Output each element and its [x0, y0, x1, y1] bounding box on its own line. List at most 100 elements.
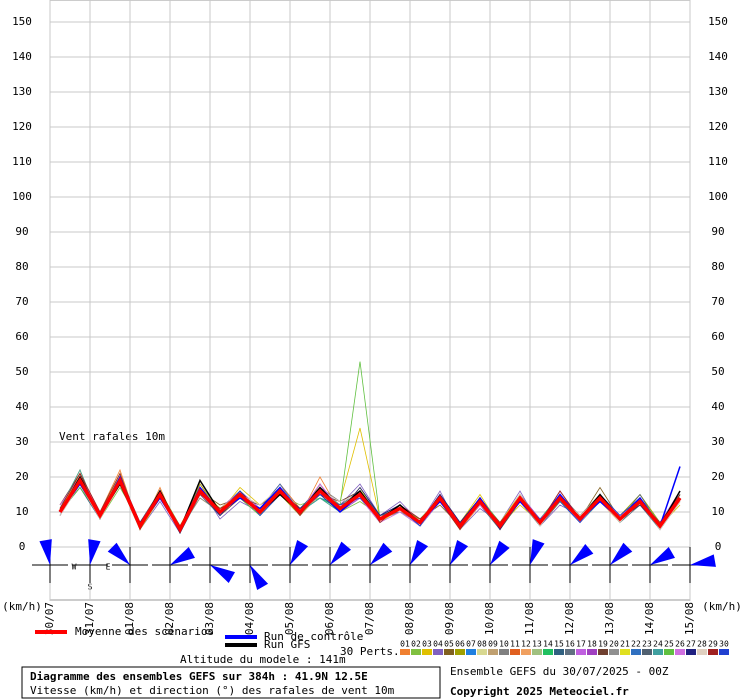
x-tick-label: 04/08 [243, 602, 256, 635]
y-tick-label: 120 [12, 120, 32, 133]
legend-label: 08 [477, 640, 487, 649]
y-tick-label-right: 20 [711, 470, 724, 483]
wind-direction [490, 540, 510, 565]
wind-direction [410, 540, 429, 565]
legend-swatch [609, 649, 619, 655]
legend-swatch [400, 649, 410, 655]
legend-label: 07 [466, 640, 476, 649]
legend-swatch [686, 649, 696, 655]
legend-label: 27 [686, 640, 696, 649]
y-tick-label-right: 30 [711, 435, 724, 448]
wind-direction [690, 554, 716, 567]
y-tick-label: 60 [15, 330, 28, 343]
y-tick-label: 80 [15, 260, 28, 273]
y-tick-label-right: 60 [711, 330, 724, 343]
x-tick-label: 05/08 [283, 602, 296, 635]
legend-swatch [444, 649, 454, 655]
compass-e: E [106, 563, 111, 572]
x-tick-label: 01/08 [123, 602, 136, 635]
y-tick-label: 130 [12, 85, 32, 98]
legend-label: 21 [620, 640, 630, 649]
wind-direction [330, 541, 352, 565]
altitude: Altitude du modele : 141m [180, 653, 346, 666]
y-tick-label-right: 50 [711, 365, 724, 378]
legend-label: 10 [499, 640, 509, 649]
y-tick-label: 70 [15, 295, 28, 308]
wind-direction [650, 546, 675, 565]
legend-swatch [631, 649, 641, 655]
legend-swatch [554, 649, 564, 655]
legend-swatch [620, 649, 630, 655]
y-tick-label-right: 130 [708, 85, 728, 98]
legend-swatch [675, 649, 685, 655]
y-tick-label: 140 [12, 50, 32, 63]
wind-direction [290, 540, 309, 565]
legend-label: 03 [422, 640, 432, 649]
x-tick-label: 10/08 [483, 602, 496, 635]
x-tick-label: 08/08 [403, 602, 416, 635]
y-tick-label: 40 [15, 400, 28, 413]
wind-direction [570, 543, 594, 565]
legend-label: 23 [642, 640, 652, 649]
wind-direction [88, 539, 101, 565]
legend-label: 04 [433, 640, 443, 649]
legend-swatch [532, 649, 542, 655]
legend-label: 13 [532, 640, 542, 649]
y-tick-label-right: 80 [711, 260, 724, 273]
x-tick-label: 14/08 [643, 602, 656, 635]
y-tick-label: 100 [12, 190, 32, 203]
y-tick-label-right: 110 [708, 155, 728, 168]
x-tick-label: 15/08 [683, 602, 696, 635]
y-tick-label-right: 100 [708, 190, 728, 203]
legend-swatch [477, 649, 487, 655]
legend-label: 02 [411, 640, 421, 649]
legend-swatch [521, 649, 531, 655]
y-tick-label: 110 [12, 155, 32, 168]
legend-swatch [708, 649, 718, 655]
x-tick-label: 09/08 [443, 602, 456, 635]
legend-swatch [576, 649, 586, 655]
wind-direction [250, 565, 269, 590]
legend-label: 14 [543, 640, 553, 649]
legend-swatch [455, 649, 465, 655]
legend-label: 12 [521, 640, 531, 649]
x-tick-label: 31/07 [83, 602, 96, 635]
wind-direction [39, 539, 52, 565]
legend-label: Run GFS [264, 638, 310, 651]
legend-swatch [411, 649, 421, 655]
legend-swatch [565, 649, 575, 655]
legend-label: 26 [675, 640, 685, 649]
x-tick-label: 12/08 [563, 602, 576, 635]
y-tick-label: 50 [15, 365, 28, 378]
y-tick-label-right: 90 [711, 225, 724, 238]
legend-swatch [664, 649, 674, 655]
y-unit-right: (km/h) [702, 600, 740, 613]
legend-label: 24 [653, 640, 663, 649]
info-box [21, 666, 441, 699]
legend-swatch [466, 649, 476, 655]
y-tick-label-right: 140 [708, 50, 728, 63]
compass-w: W [72, 563, 77, 572]
legend-label: 06 [455, 640, 465, 649]
legend-label: 19 [598, 640, 608, 649]
legend-label: 11 [510, 640, 520, 649]
wind-direction [450, 540, 469, 565]
legend-label: 05 [444, 640, 454, 649]
x-tick-label: 11/08 [523, 602, 536, 635]
x-tick-label: 13/08 [603, 602, 616, 635]
legend-label: 15 [554, 640, 564, 649]
info-subtitle: Vitesse (km/h) et direction (°) des rafa… [30, 684, 395, 697]
x-tick-label: 30/07 [43, 602, 56, 635]
y-tick-label-right: 70 [711, 295, 724, 308]
y-tick-label: 150 [12, 15, 32, 28]
legend-swatch [543, 649, 553, 655]
legend-swatch [488, 649, 498, 655]
run-label: Ensemble GEFS du 30/07/2025 - 00Z [450, 665, 669, 678]
legend-swatch [642, 649, 652, 655]
x-tick-label: 06/08 [323, 602, 336, 635]
legend-label: 29 [708, 640, 718, 649]
legend-label: 18 [587, 640, 597, 649]
wind-direction [610, 542, 633, 565]
y-tick-label: 10 [15, 505, 28, 518]
